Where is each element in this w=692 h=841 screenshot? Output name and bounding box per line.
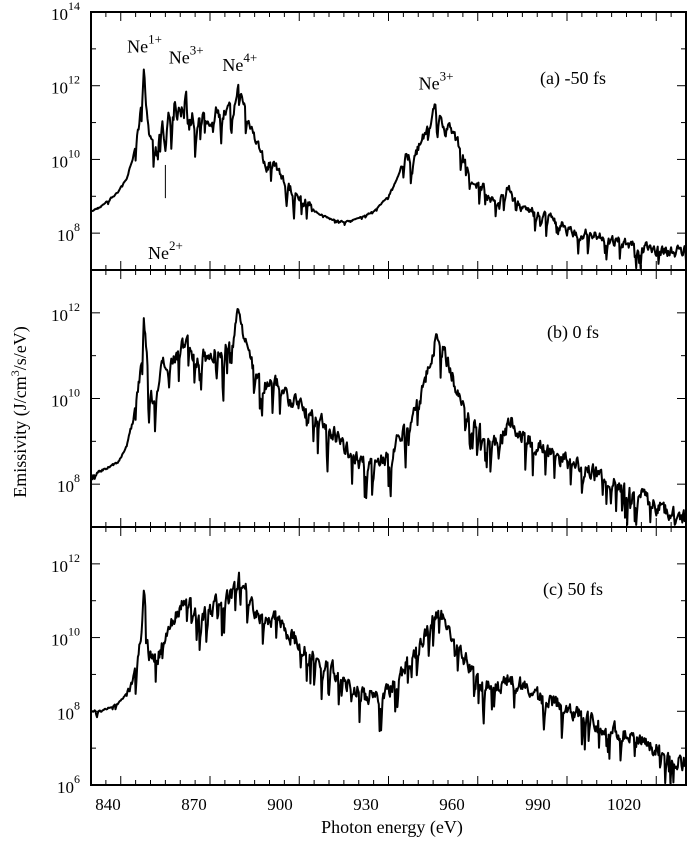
y-tick-label: 1012 — [51, 300, 80, 325]
panel-frame — [90, 526, 687, 786]
panel-a: 108 1010 1012 1014 (a) -50 fs Ne1+ Ne3+ Ne4+ Ne3… — [51, 0, 687, 271]
panel-label: (b) 0 fs — [547, 322, 599, 343]
y-tick-label: 108 — [57, 698, 80, 723]
x-tick-label: 990 — [525, 795, 551, 814]
x-tick-label: 930 — [353, 795, 379, 814]
ion-annotation: Ne3+ — [169, 43, 204, 68]
ion-annotation: Ne3+ — [419, 68, 454, 93]
y-tick-label: 1010 — [51, 625, 80, 650]
y-axis-label: Emissivity (J/cm3/s/eV) — [8, 326, 31, 498]
ion-annotation: Ne1+ — [127, 32, 162, 57]
panel-frame — [90, 269, 687, 528]
y-axis-label-sup: 3 — [8, 370, 22, 376]
x-tick-label: 1020 — [607, 795, 641, 814]
x-tick-label: 960 — [439, 795, 465, 814]
panel-b: 108 1010 1012 (b) 0 fs — [51, 269, 687, 528]
x-tick-label: 870 — [181, 795, 207, 814]
y-tick-label: 1010 — [51, 146, 80, 171]
y-tick-label: 1014 — [51, 0, 80, 24]
y-tick-label: 106 — [57, 772, 80, 797]
spectrum-line — [90, 68, 687, 270]
panel-label: (a) -50 fs — [540, 68, 606, 89]
y-tick-label: 108 — [57, 471, 80, 496]
y-tick-label: 108 — [57, 220, 80, 245]
panel-label: (c) 50 fs — [543, 579, 603, 600]
spectrum-line — [90, 308, 687, 526]
ion-annotation: Ne2+ — [148, 238, 183, 263]
x-tick-label: 900 — [267, 795, 293, 814]
y-tick-label: 1010 — [51, 386, 80, 411]
x-tick-label: 840 — [95, 795, 121, 814]
panel-c: 106 108 1010 1012 (c) 50 fs — [51, 526, 687, 797]
y-tick-label: 1012 — [51, 551, 80, 576]
x-axis-label: Photon energy (eV) — [321, 817, 463, 838]
ion-annotation: Ne4+ — [222, 50, 257, 75]
spectrum-line — [90, 571, 687, 785]
y-tick-label: 1012 — [51, 73, 80, 98]
